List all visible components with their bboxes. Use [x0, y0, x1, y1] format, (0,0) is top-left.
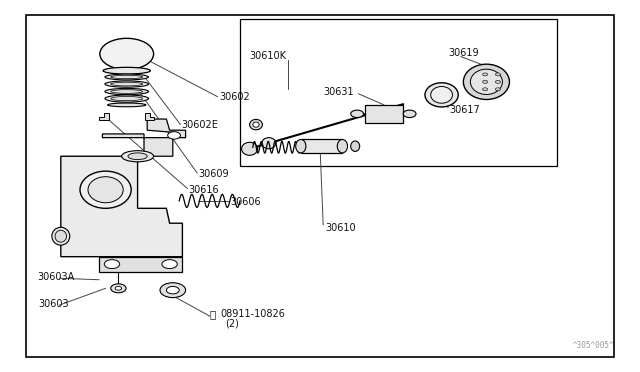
Bar	[301, 139, 342, 153]
Text: 30603: 30603	[38, 299, 69, 309]
Circle shape	[104, 260, 120, 269]
Polygon shape	[99, 113, 109, 120]
Text: 30610: 30610	[325, 223, 356, 232]
Text: 30602E: 30602E	[182, 121, 219, 130]
Circle shape	[483, 88, 488, 91]
Text: 30617: 30617	[449, 106, 480, 115]
Ellipse shape	[431, 87, 452, 103]
Ellipse shape	[105, 95, 148, 102]
Circle shape	[495, 73, 500, 76]
Circle shape	[351, 110, 364, 118]
Ellipse shape	[242, 142, 258, 155]
Ellipse shape	[108, 103, 146, 107]
Ellipse shape	[111, 82, 143, 86]
Ellipse shape	[105, 74, 148, 80]
Text: (2): (2)	[225, 319, 239, 328]
Bar	[365, 105, 403, 123]
Circle shape	[111, 284, 126, 293]
Ellipse shape	[470, 69, 502, 94]
Polygon shape	[99, 257, 182, 272]
Ellipse shape	[105, 89, 148, 94]
Ellipse shape	[128, 153, 147, 160]
Ellipse shape	[111, 75, 143, 79]
Ellipse shape	[105, 81, 148, 87]
Text: 30616: 30616	[189, 185, 220, 195]
Text: 30602: 30602	[219, 93, 250, 102]
Text: Ⓝ: Ⓝ	[210, 310, 216, 319]
Circle shape	[166, 286, 179, 294]
Ellipse shape	[103, 67, 150, 74]
Circle shape	[483, 73, 488, 76]
Circle shape	[168, 132, 180, 139]
Text: 08911-10826: 08911-10826	[221, 310, 285, 319]
Circle shape	[162, 260, 177, 269]
Circle shape	[160, 283, 186, 298]
Text: 30631: 30631	[323, 87, 354, 97]
Ellipse shape	[52, 227, 70, 245]
Ellipse shape	[111, 90, 143, 93]
Ellipse shape	[111, 96, 143, 101]
Text: ^305^005^: ^305^005^	[573, 341, 614, 350]
Circle shape	[483, 80, 488, 83]
Polygon shape	[61, 156, 182, 257]
Text: 30603A: 30603A	[37, 272, 74, 282]
Text: 30619: 30619	[448, 48, 479, 58]
Circle shape	[100, 38, 154, 70]
Ellipse shape	[55, 230, 67, 242]
Ellipse shape	[80, 171, 131, 208]
Ellipse shape	[88, 177, 124, 203]
Ellipse shape	[337, 140, 348, 153]
Polygon shape	[102, 119, 186, 156]
Circle shape	[495, 80, 500, 83]
Polygon shape	[145, 113, 154, 120]
Ellipse shape	[463, 64, 509, 100]
Ellipse shape	[122, 151, 154, 162]
Ellipse shape	[262, 138, 276, 149]
Ellipse shape	[250, 119, 262, 130]
Ellipse shape	[253, 122, 259, 127]
Ellipse shape	[351, 141, 360, 151]
Ellipse shape	[296, 140, 306, 153]
Text: 30609: 30609	[198, 169, 229, 179]
Circle shape	[115, 286, 122, 290]
Text: 30606: 30606	[230, 197, 261, 206]
Text: 30610K: 30610K	[250, 51, 287, 61]
Ellipse shape	[425, 83, 458, 107]
Circle shape	[403, 110, 416, 118]
Circle shape	[495, 88, 500, 91]
